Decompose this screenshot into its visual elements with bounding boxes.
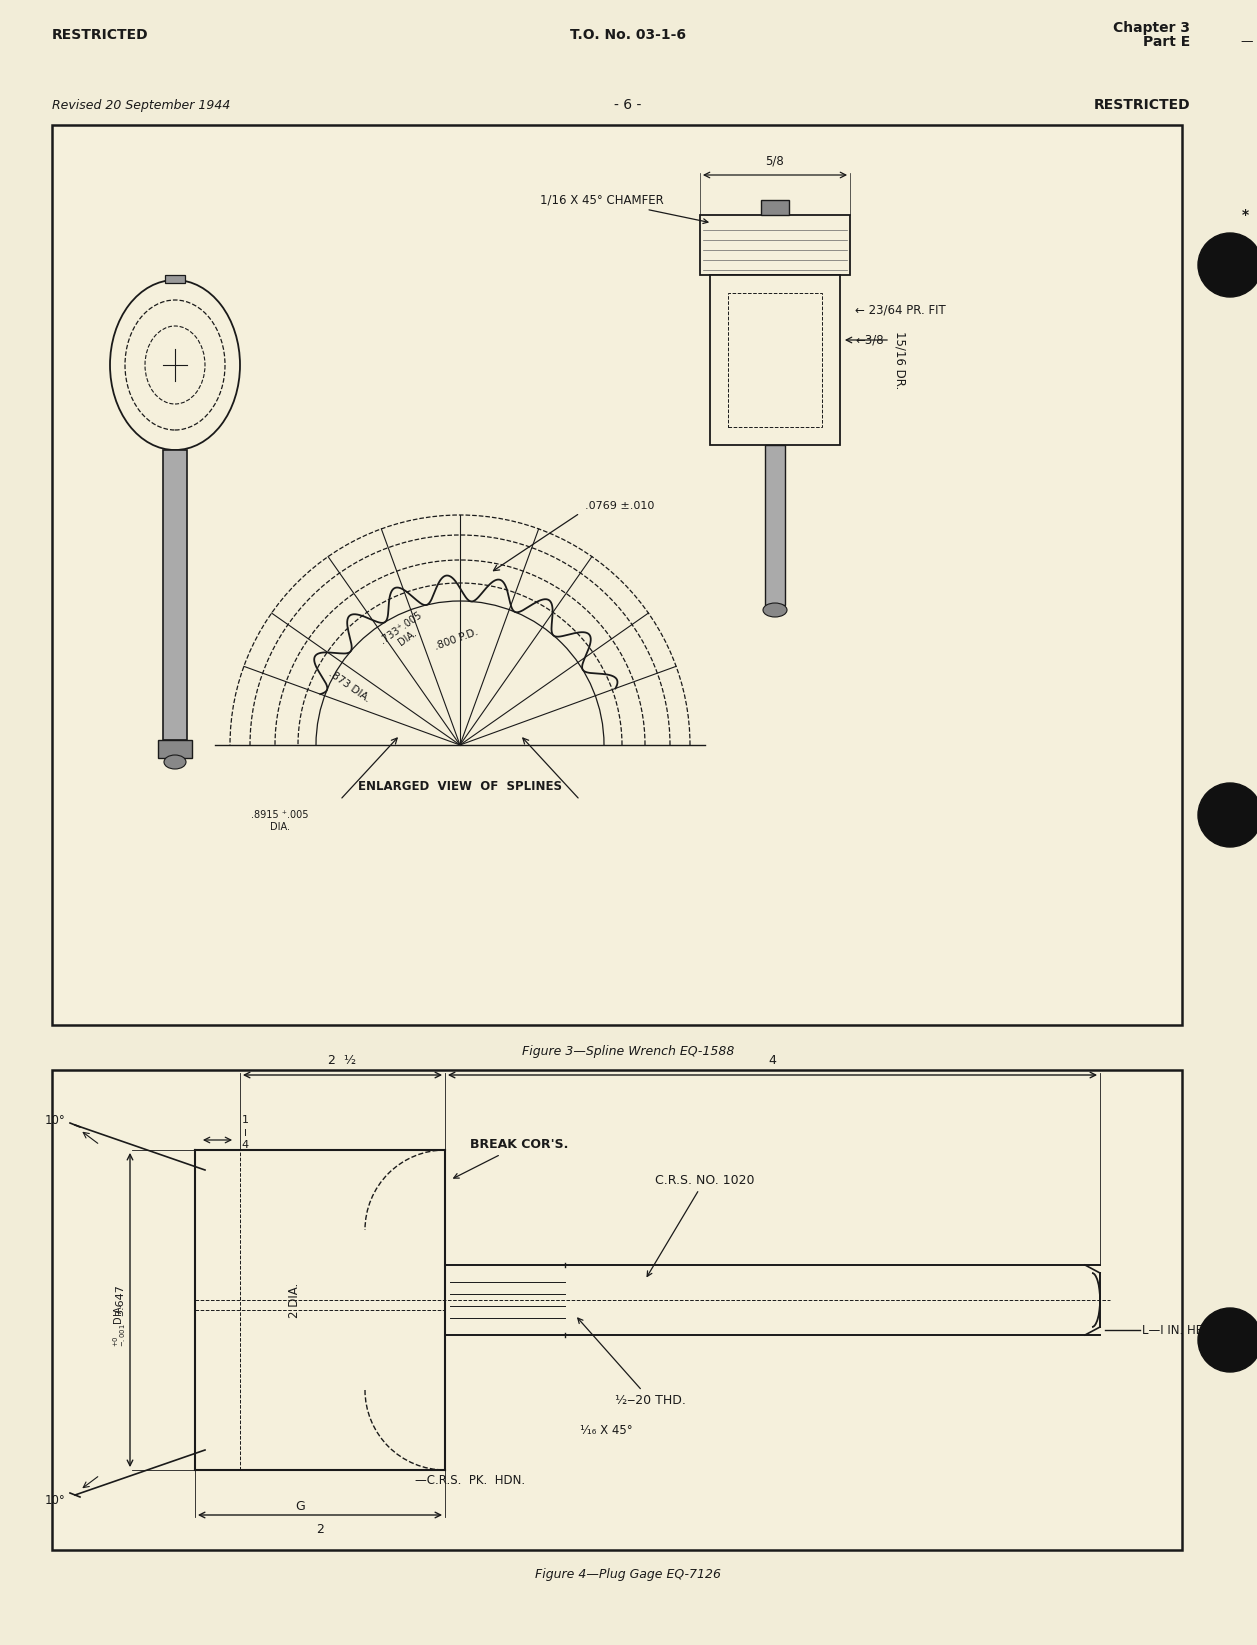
Text: 1: 1 [241,1115,249,1125]
Text: 15/16 DR.: 15/16 DR. [894,331,906,390]
Ellipse shape [763,604,787,617]
Text: Part E: Part E [1143,35,1190,49]
Text: .873 DIA.: .873 DIA. [327,670,372,704]
Text: 4: 4 [768,1054,776,1068]
Bar [760,201,789,215]
Bar [710,275,840,446]
Bar [158,740,192,758]
Text: .0769 ±.010: .0769 ±.010 [585,502,655,512]
Circle shape [1198,1308,1257,1372]
Text: 5/8: 5/8 [766,155,784,168]
Text: .800 P.D.: .800 P.D. [432,627,479,651]
Text: BREAK COR'S.: BREAK COR'S. [454,1138,568,1178]
Bar [163,451,187,740]
Bar [165,275,185,283]
Text: Revised 20 September 1944: Revised 20 September 1944 [52,99,230,112]
Text: 1/16 X 45° CHAMFER: 1/16 X 45° CHAMFER [541,194,708,224]
Text: 2  ½: 2 ½ [328,1054,356,1068]
Text: - 6 -: - 6 - [615,99,641,112]
Bar [700,215,850,275]
Text: Chapter 3: Chapter 3 [1112,21,1190,35]
Text: .733⁺.005
DIA.: .733⁺.005 DIA. [378,610,430,655]
Bar [52,1069,1182,1550]
Circle shape [1198,783,1257,847]
Text: Figure 3—Spline Wrench EQ-1588: Figure 3—Spline Wrench EQ-1588 [522,1045,734,1058]
Bar [766,446,786,605]
Text: RESTRICTED: RESTRICTED [1094,99,1190,112]
Text: .8915 ⁺.005
DIA.: .8915 ⁺.005 DIA. [251,809,309,832]
Bar [728,293,822,428]
Text: ½‒20 THD.: ½‒20 THD. [578,1318,686,1406]
Text: 2 DIA.: 2 DIA. [289,1283,302,1318]
Text: ← 23/64 PR. FIT: ← 23/64 PR. FIT [855,303,945,316]
Text: *: * [1242,207,1248,222]
Ellipse shape [163,755,186,768]
Text: ENLARGED  VIEW  OF  SPLINES: ENLARGED VIEW OF SPLINES [358,780,562,793]
Text: 10°: 10° [44,1114,65,1127]
Text: 3.647: 3.647 [114,1285,124,1316]
Text: C.R.S. NO. 1020: C.R.S. NO. 1020 [647,1173,754,1277]
Text: —: — [1239,36,1252,48]
Text: G: G [295,1500,305,1513]
Text: 10°: 10° [44,1494,65,1507]
Text: 2: 2 [316,1523,324,1536]
Text: ¹⁄₁₆ X 45°: ¹⁄₁₆ X 45° [579,1423,632,1436]
Text: ←3/8: ←3/8 [855,334,884,347]
Text: T.O. No. 03-1-6: T.O. No. 03-1-6 [569,28,686,43]
Text: RESTRICTED: RESTRICTED [52,28,148,43]
Bar [52,125,1182,1025]
Text: 4: 4 [241,1140,249,1150]
Text: Figure 4—Plug Gage EQ-7126: Figure 4—Plug Gage EQ-7126 [535,1568,722,1581]
Circle shape [1198,234,1257,298]
Text: L—I IN. HEX.: L—I IN. HEX. [1143,1324,1214,1336]
Text: $^{+0}_{-.001}$DIA.: $^{+0}_{-.001}$DIA. [112,1303,128,1347]
Text: —C.R.S.  PK.  HDN.: —C.R.S. PK. HDN. [415,1474,525,1487]
